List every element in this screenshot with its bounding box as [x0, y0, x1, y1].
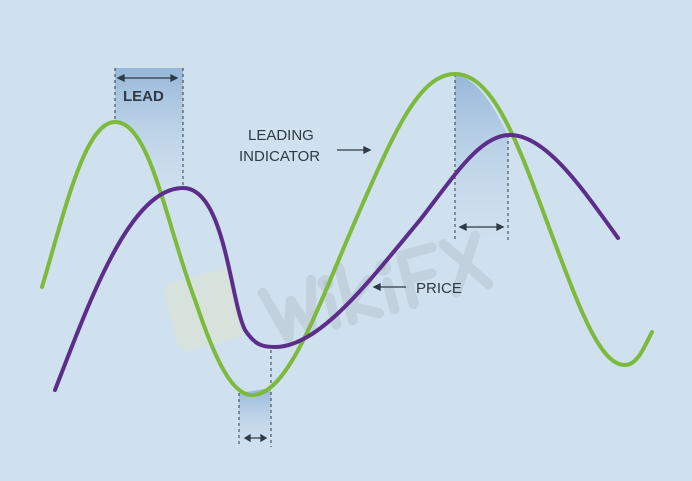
leading-indicator-curve	[40, 71, 654, 398]
lead-label: LEAD	[123, 88, 164, 105]
arrowhead-icon	[458, 222, 505, 232]
price-curve	[53, 132, 620, 392]
arrowhead-icon	[243, 433, 268, 443]
watermark	[257, 230, 494, 343]
lead-shade-top	[115, 68, 183, 200]
arrowhead-icon	[116, 73, 179, 83]
lead-shade-bottom	[239, 388, 271, 447]
leading-indicator-label-line1: LEADING	[248, 127, 314, 144]
arrowhead-icon	[372, 282, 381, 292]
arrowhead-icon	[363, 145, 372, 155]
watermark-logo	[164, 269, 246, 351]
lead-shade-right	[455, 74, 508, 240]
leading-indicator-label-line2: INDICATOR	[239, 148, 320, 165]
price-label: PRICE	[416, 280, 462, 297]
